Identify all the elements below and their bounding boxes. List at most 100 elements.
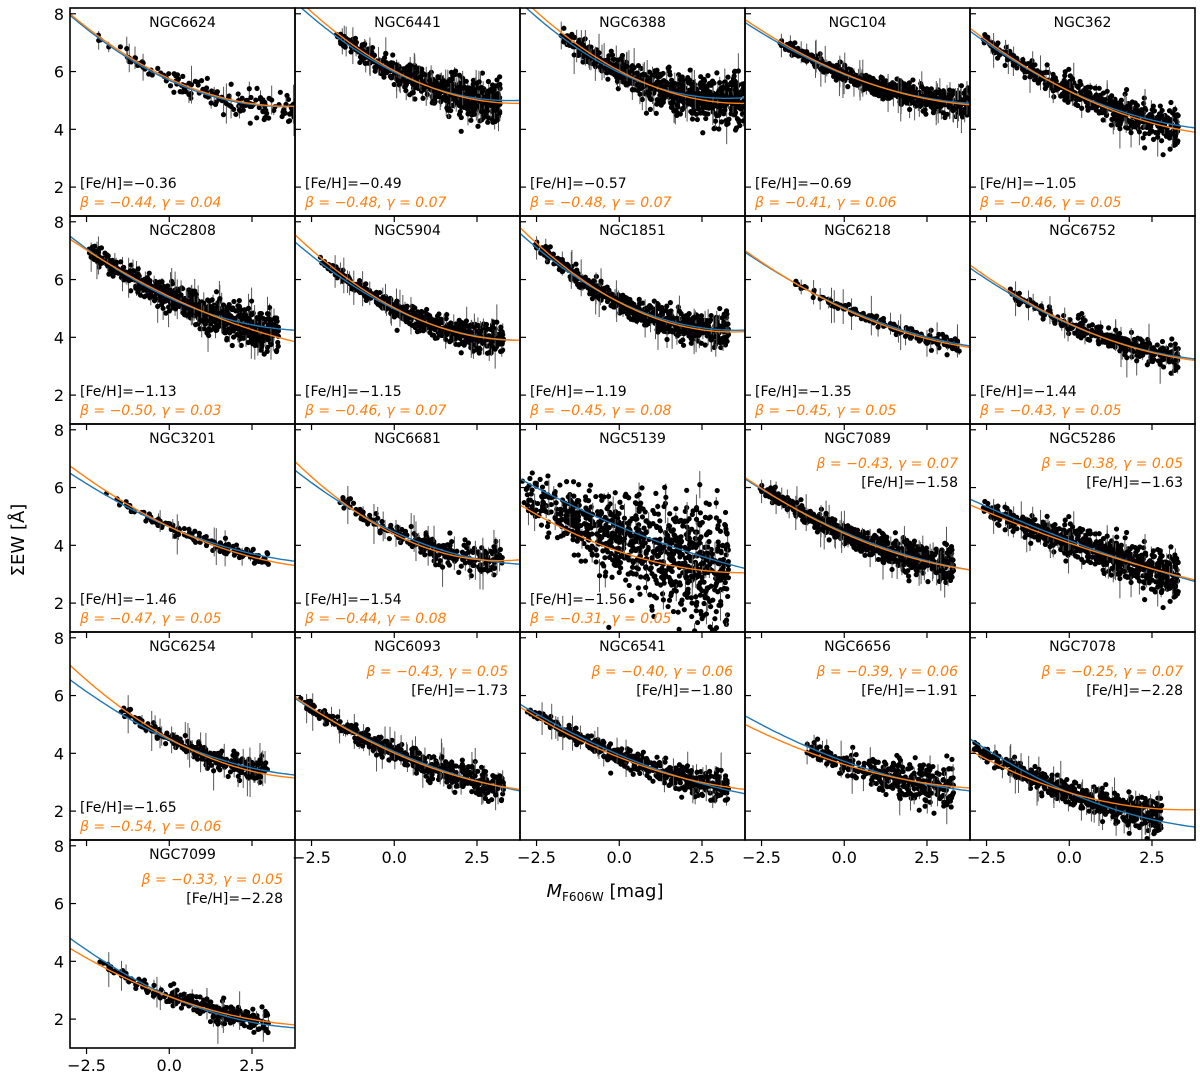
data-point: [201, 300, 207, 306]
data-point: [107, 266, 113, 273]
data-point: [605, 76, 611, 82]
data-point: [725, 74, 731, 80]
data-point: [676, 98, 682, 104]
data-point: [625, 81, 631, 87]
data-point: [204, 75, 210, 82]
fit-params-label: β = −0.48, γ = 0.07: [529, 195, 672, 211]
data-point: [740, 118, 745, 124]
data-point: [721, 85, 727, 91]
data-point: [466, 324, 473, 330]
data-point: [703, 115, 709, 122]
data-point: [922, 107, 928, 113]
panel-plot-area: [295, 234, 520, 369]
data-point: [205, 297, 211, 303]
data-point: [700, 130, 706, 136]
data-point: [401, 304, 407, 310]
data-point: [438, 99, 444, 105]
data-point: [687, 67, 693, 73]
data-point: [107, 270, 113, 276]
data-point: [162, 298, 168, 304]
data-point: [592, 61, 598, 67]
data-point: [605, 57, 611, 63]
data-point: [733, 125, 740, 131]
data-point: [964, 95, 970, 101]
data-point: [497, 81, 503, 88]
data-point: [665, 92, 671, 98]
fit-curve-blue: [300, 8, 520, 102]
data-point: [478, 109, 485, 115]
data-point: [272, 315, 278, 321]
y-tick-label: 2: [54, 386, 64, 405]
data-point: [480, 327, 486, 333]
data-point: [1141, 95, 1147, 101]
data-point: [499, 340, 505, 347]
data-point: [252, 342, 258, 349]
data-point: [698, 83, 705, 89]
data-point: [247, 120, 253, 126]
data-point: [689, 116, 696, 122]
data-point: [201, 326, 207, 332]
data-point: [498, 330, 504, 336]
data-point: [383, 50, 389, 56]
data-point: [231, 334, 237, 340]
data-point: [259, 340, 265, 347]
data-point: [238, 312, 244, 318]
data-point: [419, 314, 426, 320]
data-point: [458, 128, 464, 134]
data-point: [497, 74, 503, 80]
data-point: [246, 328, 253, 334]
data-point: [224, 308, 230, 314]
data-point: [1172, 133, 1179, 139]
data-point: [484, 101, 490, 108]
data-point: [291, 114, 295, 120]
data-point: [458, 350, 464, 356]
data-point: [1172, 142, 1178, 148]
data-point: [1075, 102, 1081, 109]
data-point: [416, 65, 422, 71]
data-point: [381, 55, 388, 61]
data-point: [634, 70, 640, 76]
data-point: [705, 100, 711, 107]
data-point: [1092, 94, 1098, 100]
data-point: [654, 97, 661, 103]
data-point: [372, 68, 378, 74]
data-point: [213, 289, 220, 295]
data-point: [196, 311, 202, 318]
data-point: [1069, 76, 1076, 82]
data-point: [434, 313, 441, 319]
data-point: [1025, 61, 1032, 67]
data-point: [410, 90, 416, 96]
data-point: [198, 78, 205, 84]
panel-ngc5904: NGC5904 [Fe/H]=−1.15 β = −0.46, γ = 0.07: [294, 215, 521, 430]
data-point: [223, 100, 229, 107]
data-point: [438, 319, 444, 325]
data-point: [1061, 93, 1067, 99]
data-point: [726, 82, 732, 88]
data-point: [261, 116, 267, 123]
data-point: [281, 110, 287, 117]
data-point: [680, 105, 686, 111]
data-point: [178, 292, 184, 298]
data-point: [159, 279, 165, 285]
data-point: [665, 81, 671, 88]
panel-ngc104: NGC104 [Fe/H]=−0.69 β = −0.41, γ = 0.06: [744, 7, 971, 222]
data-point: [228, 103, 234, 110]
data-point: [711, 126, 717, 132]
data-point: [224, 335, 230, 341]
data-point: [245, 305, 252, 311]
data-point: [357, 59, 363, 66]
fit-curve-blue: [525, 8, 745, 99]
data-point: [731, 77, 737, 83]
data-point: [253, 97, 259, 103]
data-point: [1080, 88, 1087, 94]
data-point: [444, 95, 450, 101]
data-point: [492, 346, 498, 352]
data-point: [735, 68, 741, 74]
data-point: [483, 321, 490, 328]
data-point: [661, 96, 667, 102]
data-point: [242, 307, 248, 313]
data-point: [465, 106, 471, 113]
data-point: [885, 94, 891, 100]
data-point: [718, 119, 725, 125]
data-point: [446, 78, 452, 84]
